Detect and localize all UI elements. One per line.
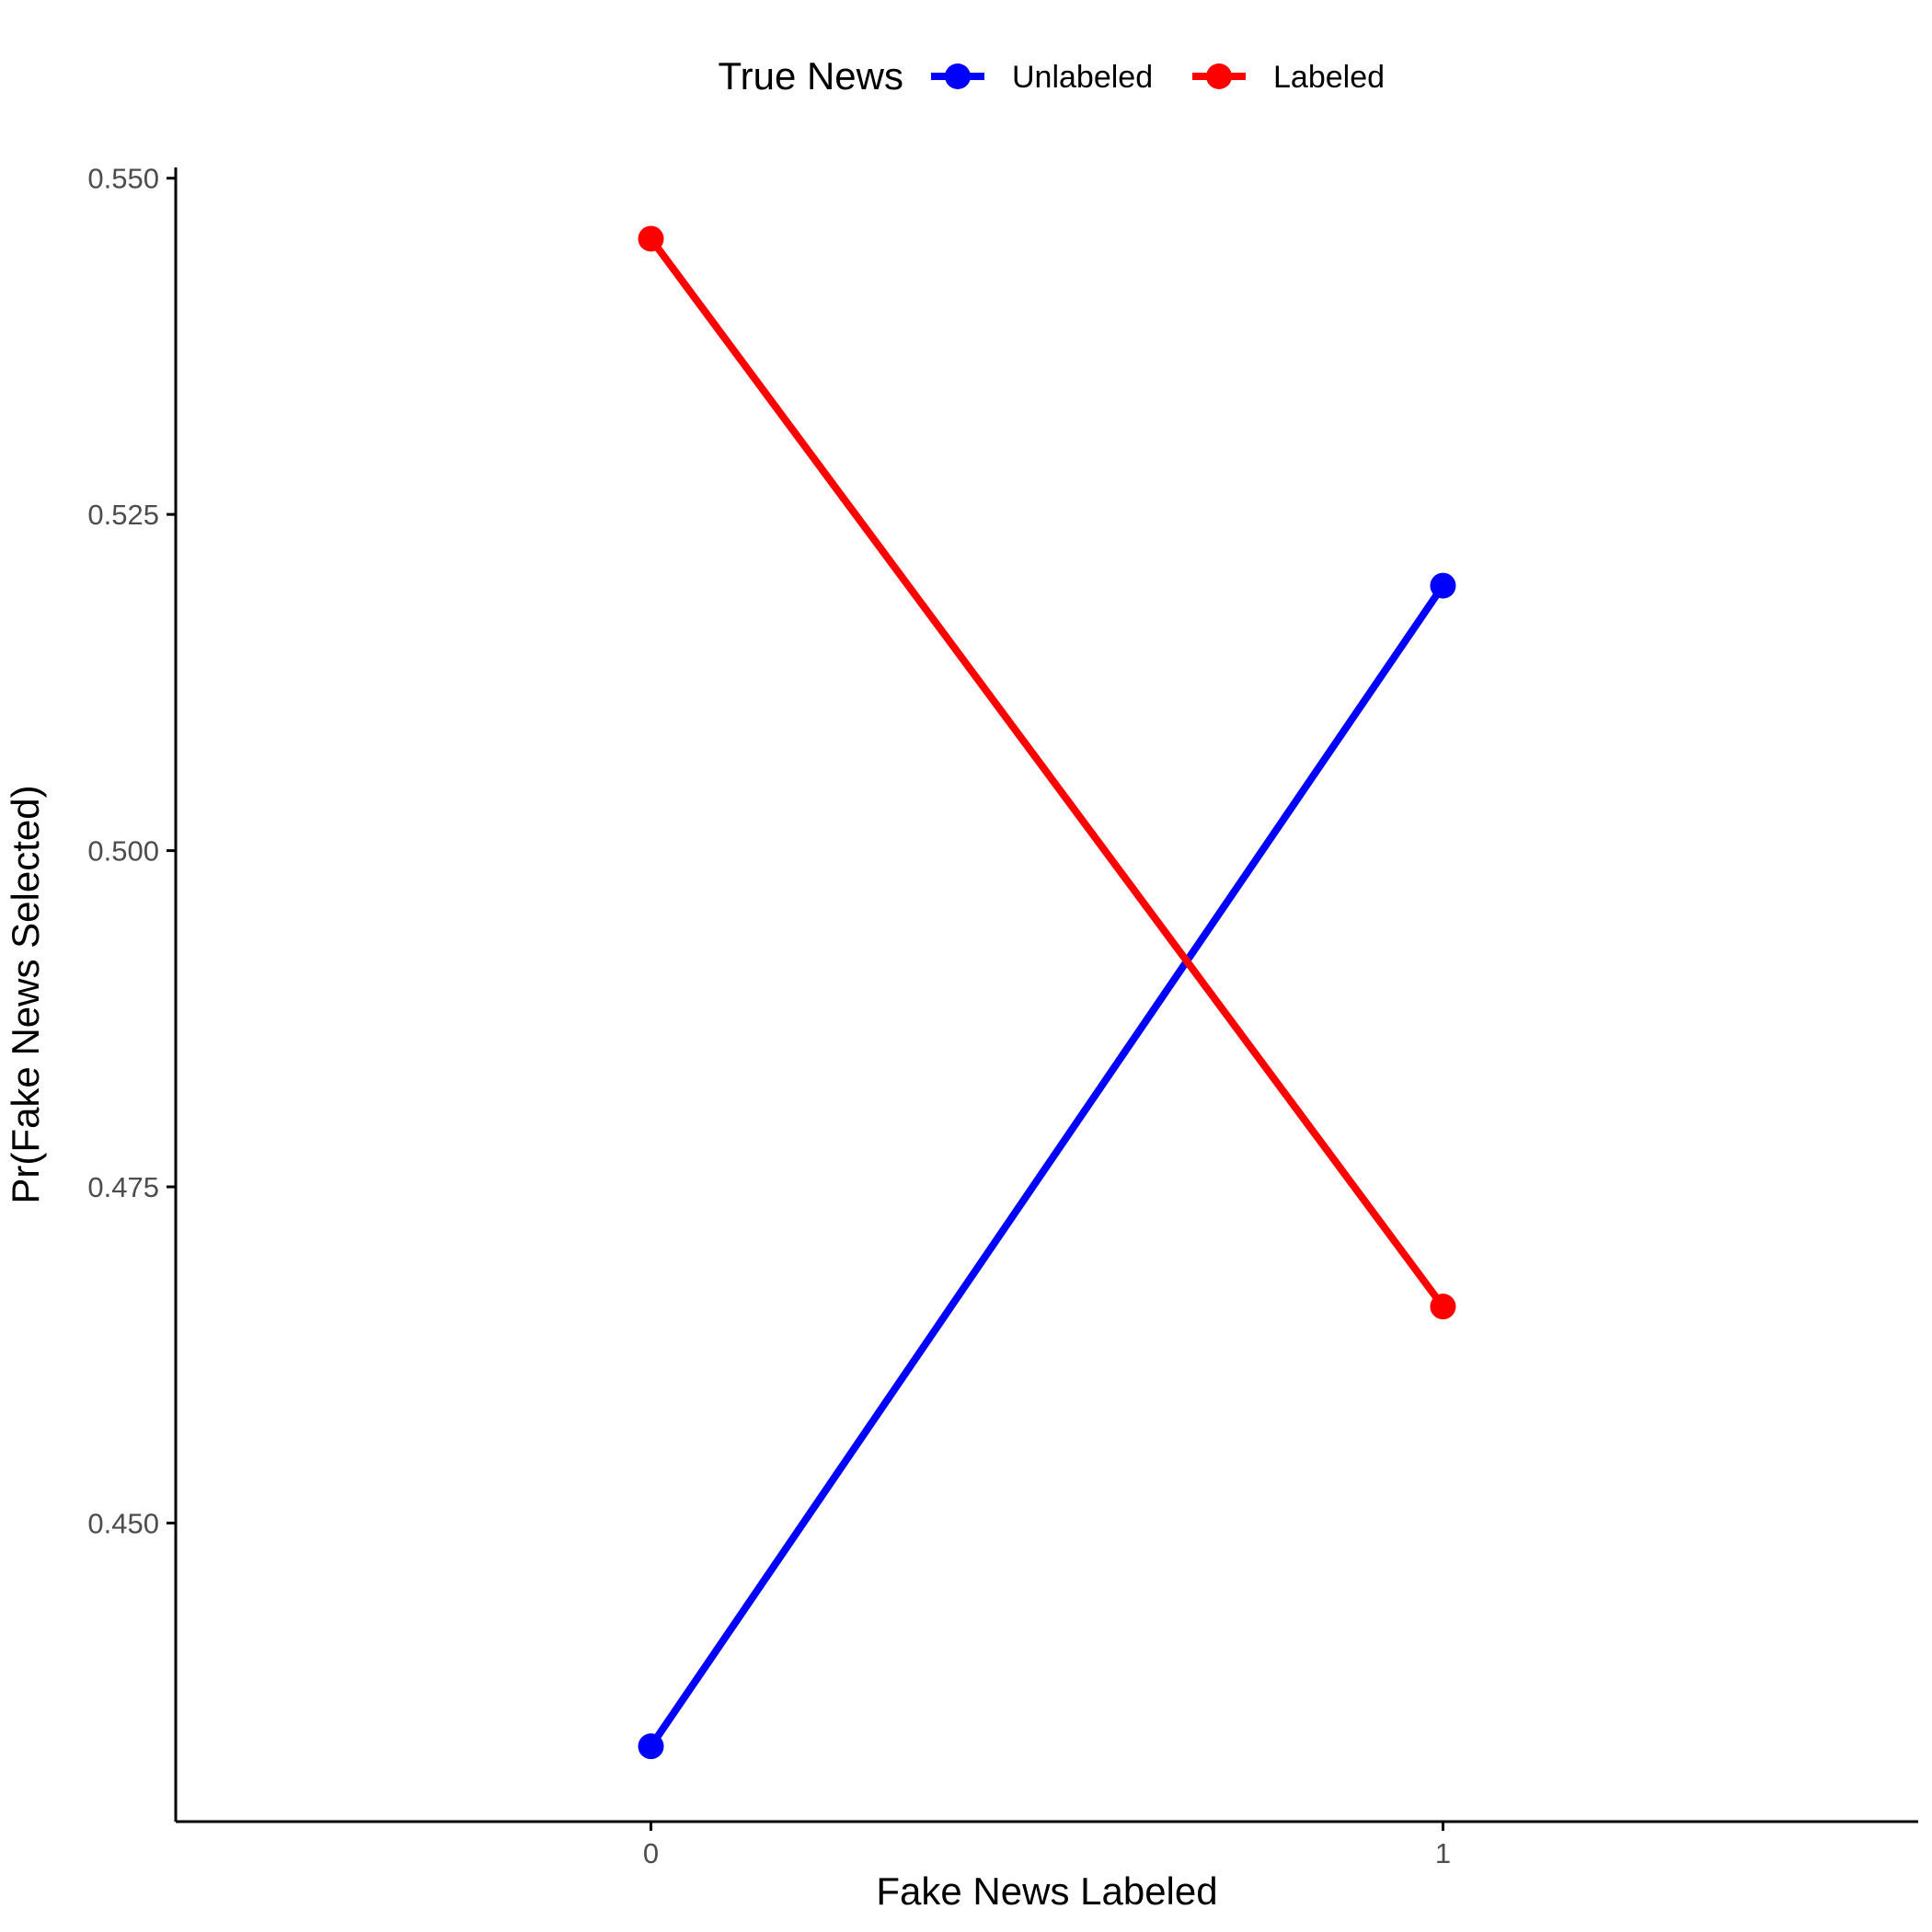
y-tick-label: 0.550 bbox=[87, 163, 159, 195]
legend-items: Unlabeled Labeled bbox=[931, 60, 1385, 95]
legend-key-point-unlabeled bbox=[945, 63, 971, 89]
data-point-unlabeled bbox=[1430, 572, 1456, 599]
data-point-labeled bbox=[638, 225, 664, 252]
data-point-labeled bbox=[1430, 1294, 1456, 1320]
series-line-labeled bbox=[648, 236, 1446, 1309]
y-tick-label: 0.500 bbox=[87, 835, 159, 868]
legend-label-unlabeled: Unlabeled bbox=[1012, 60, 1153, 95]
y-axis-title: Pr(Fake News Selected) bbox=[4, 785, 47, 1203]
series-layer bbox=[638, 225, 1456, 1760]
legend: True News Unlabeled Labeled bbox=[719, 54, 1386, 98]
y-axis-ticks: 0.450 0.475 0.500 0.525 0.550 bbox=[87, 163, 176, 1539]
y-tick-label: 0.475 bbox=[87, 1171, 159, 1203]
x-tick-label: 1 bbox=[1435, 1837, 1451, 1869]
y-tick-label: 0.450 bbox=[87, 1507, 159, 1539]
series-line-unlabeled bbox=[648, 583, 1446, 1749]
y-tick-label: 0.525 bbox=[87, 499, 159, 531]
data-point-unlabeled bbox=[638, 1733, 664, 1760]
x-tick-label: 0 bbox=[643, 1837, 659, 1869]
legend-label-labeled: Labeled bbox=[1273, 60, 1385, 95]
legend-key-point-labeled bbox=[1206, 63, 1232, 89]
legend-title: True News bbox=[719, 54, 904, 98]
x-axis-title: Fake News Labeled bbox=[876, 1869, 1217, 1913]
